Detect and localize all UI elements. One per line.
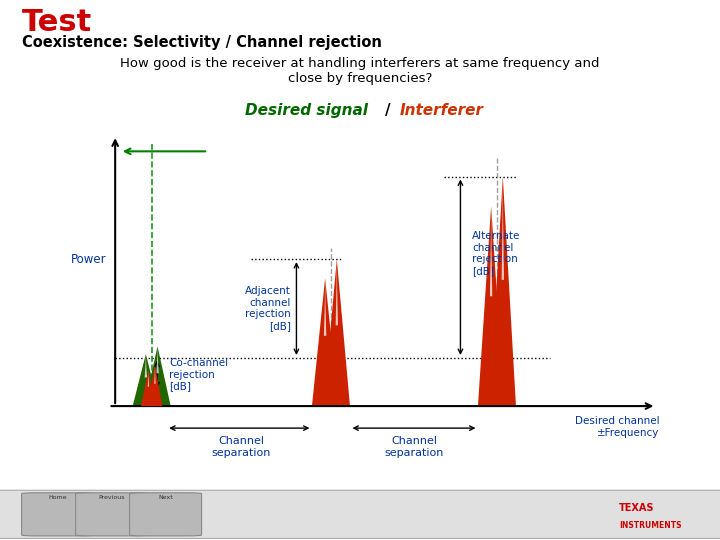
Text: Channel
separation: Channel separation <box>384 436 444 458</box>
Polygon shape <box>156 347 158 373</box>
Polygon shape <box>336 259 338 325</box>
Text: INSTRUMENTS: INSTRUMENTS <box>619 521 682 530</box>
Text: Alternate
channel
rejection
[dB]: Alternate channel rejection [dB] <box>472 231 521 276</box>
FancyBboxPatch shape <box>130 493 202 536</box>
Text: Next: Next <box>158 495 173 500</box>
Text: Interferer: Interferer <box>400 103 484 118</box>
Text: Channel
separation: Channel separation <box>212 436 271 458</box>
FancyBboxPatch shape <box>22 493 94 536</box>
Text: Co-channel
rejection
[dB]: Co-channel rejection [dB] <box>169 358 228 391</box>
FancyBboxPatch shape <box>76 493 148 536</box>
Polygon shape <box>478 206 504 406</box>
Text: Desired channel
±Frequency: Desired channel ±Frequency <box>575 416 660 438</box>
Polygon shape <box>154 366 156 384</box>
Text: TEXAS: TEXAS <box>619 503 654 513</box>
Polygon shape <box>144 347 171 406</box>
Text: Home: Home <box>48 495 67 500</box>
Text: Coexistence: Selectivity / Channel rejection: Coexistence: Selectivity / Channel rejec… <box>22 35 382 50</box>
FancyBboxPatch shape <box>0 490 720 538</box>
Text: Desired signal: Desired signal <box>245 103 368 118</box>
Text: Previous: Previous <box>99 495 125 500</box>
Text: Adjacent
channel
rejection
[dB]: Adjacent channel rejection [dB] <box>246 286 291 331</box>
Text: /: / <box>385 103 396 118</box>
Polygon shape <box>490 177 516 406</box>
Polygon shape <box>148 366 163 406</box>
Polygon shape <box>132 354 159 406</box>
Polygon shape <box>323 259 350 406</box>
Polygon shape <box>490 206 492 296</box>
Polygon shape <box>324 278 326 336</box>
Polygon shape <box>145 354 147 377</box>
Text: How good is the receiver at handling interferers at same frequency and
close by : How good is the receiver at handling int… <box>120 57 600 85</box>
Polygon shape <box>502 177 504 280</box>
Text: Test: Test <box>22 8 92 37</box>
Polygon shape <box>148 371 149 387</box>
Polygon shape <box>312 278 338 406</box>
Text: Power: Power <box>71 253 107 266</box>
Polygon shape <box>141 371 156 406</box>
